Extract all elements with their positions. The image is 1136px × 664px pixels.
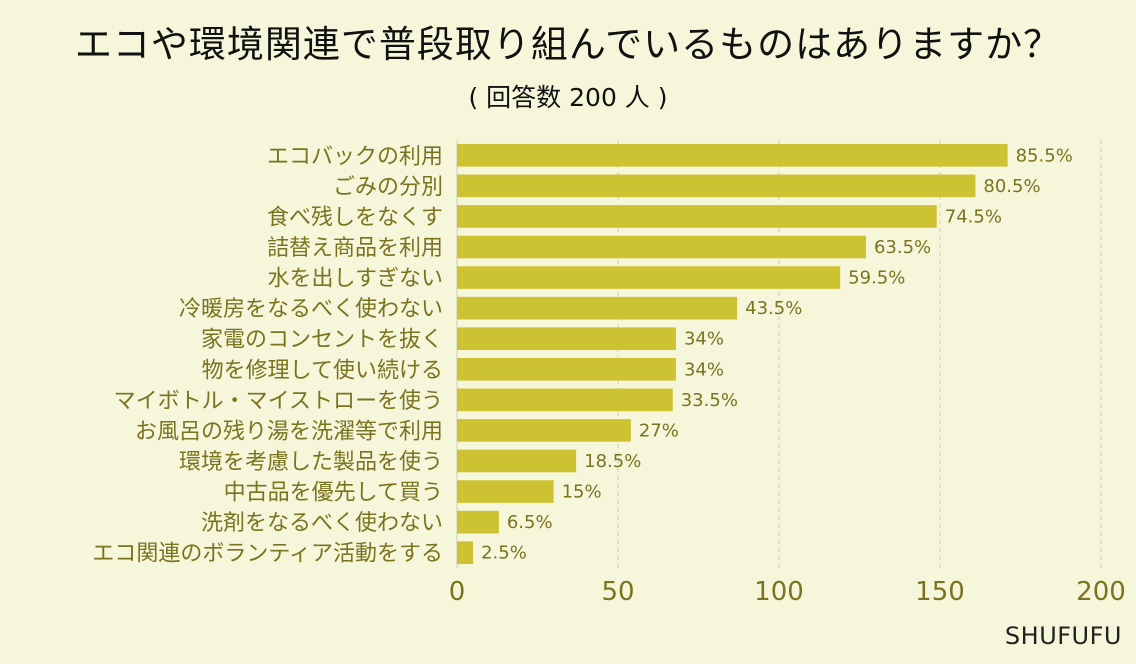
bar	[457, 235, 866, 259]
bar	[457, 541, 474, 565]
data-label: 18.5%	[584, 451, 641, 472]
bar	[457, 205, 937, 228]
data-label: 80.5%	[983, 176, 1040, 197]
bar	[457, 174, 976, 198]
category-label: 環境を考慮した製品を使う	[179, 450, 443, 475]
data-label: 74.5%	[945, 206, 1002, 227]
x-tick-label: 150	[915, 577, 965, 607]
category-label: 物を修理して使い続ける	[202, 358, 443, 383]
chart-title: エコや環境関連で普段取り組んでいるものはありますか？	[74, 23, 1062, 66]
bar	[457, 357, 676, 381]
category-label: 冷暖房をなるべく使わない	[179, 297, 443, 322]
category-label: お風呂の残り湯を洗濯等で利用	[135, 419, 443, 444]
data-label: 59.5%	[848, 268, 905, 289]
bar	[457, 266, 841, 289]
bar	[457, 388, 673, 412]
bar	[457, 296, 738, 320]
bar	[457, 143, 1008, 167]
chart-subtitle: ( 回答数 200 人 )	[468, 83, 668, 112]
data-label: 43.5%	[745, 298, 802, 319]
category-label: 家電のコンセントを抜く	[201, 328, 443, 353]
category-label: 食べ残しをなくす	[267, 205, 443, 230]
bar	[457, 449, 577, 473]
brand-logo: SHUFUFU	[1004, 622, 1122, 650]
category-label: エコ関連のボランティア活動をする	[92, 542, 443, 567]
category-label: マイボトル・マイストローを使う	[114, 389, 443, 414]
data-label: 27%	[639, 420, 679, 441]
bar	[457, 510, 499, 534]
x-tick-label: 100	[754, 577, 804, 607]
data-label: 33.5%	[681, 390, 738, 411]
x-tick-label: 200	[1076, 577, 1126, 607]
data-label: 34%	[684, 359, 724, 380]
data-label: 15%	[562, 482, 602, 503]
data-label: 34%	[684, 329, 724, 350]
data-label: 85.5%	[1016, 145, 1073, 166]
bar	[457, 327, 676, 351]
bar	[457, 419, 631, 442]
bar	[457, 480, 554, 503]
category-label: 水を出しすぎない	[267, 267, 443, 292]
data-label: 63.5%	[874, 237, 931, 258]
data-label: 2.5%	[481, 543, 527, 564]
category-label: エコバックの利用	[267, 144, 443, 169]
category-label: 中古品を優先して買う	[224, 481, 443, 506]
data-label: 6.5%	[507, 512, 553, 533]
category-label: ごみの分別	[333, 175, 443, 200]
x-tick-label: 0	[449, 577, 466, 607]
x-tick-label: 50	[601, 577, 634, 607]
category-label: 詰替え商品を利用	[267, 236, 443, 261]
category-label: 洗剤をなるべく使わない	[201, 511, 443, 536]
